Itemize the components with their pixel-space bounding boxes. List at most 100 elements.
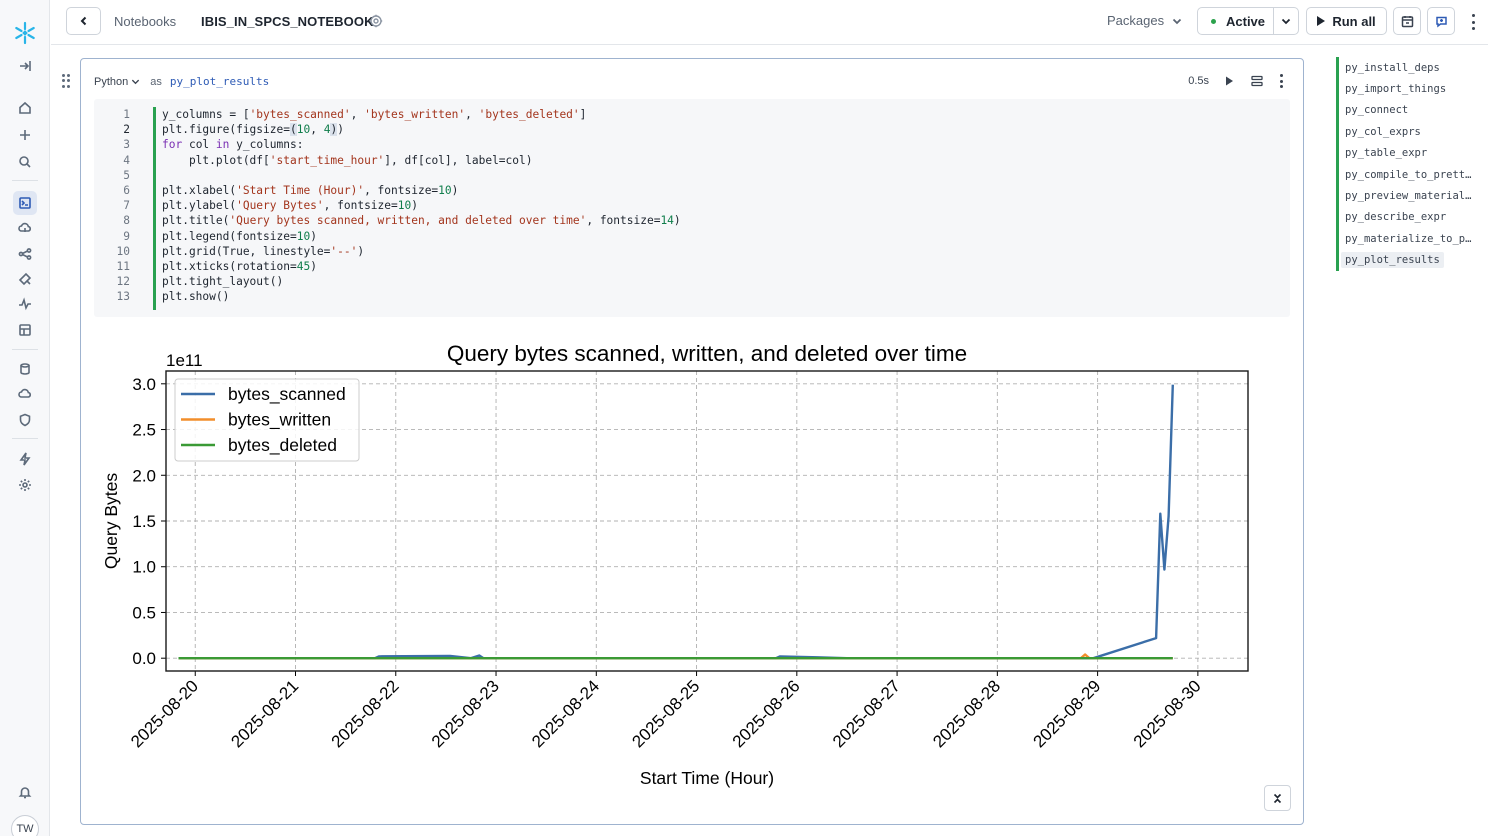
outline-item[interactable]: py_install_deps	[1336, 57, 1476, 79]
x-tick-label: 2025-08-27	[829, 676, 904, 751]
notebook-title: IBIS_IN_SPCS_NOTEBOOK	[201, 14, 374, 29]
y-axis-label: Query Bytes	[101, 473, 121, 570]
cell-language-dropdown[interactable]: Python	[94, 76, 140, 88]
breadcrumb-notebooks[interactable]: Notebooks	[114, 14, 177, 29]
plus-icon[interactable]	[13, 123, 37, 147]
home-icon[interactable]	[13, 96, 37, 120]
x-tick-label: 2025-08-26	[729, 676, 804, 751]
shield-icon[interactable]	[13, 408, 37, 432]
gear-icon[interactable]	[13, 473, 37, 497]
calendar-icon	[1401, 15, 1413, 27]
outline-item-label: py_import_things	[1345, 83, 1447, 96]
run-cell-button[interactable]	[1221, 73, 1237, 89]
governance-icon[interactable]	[13, 267, 37, 291]
run-all-label: Run all	[1332, 13, 1376, 29]
data-icon[interactable]	[13, 216, 37, 240]
x-tick-label: 2025-08-20	[127, 676, 202, 751]
session-status-label: Active	[1226, 13, 1266, 29]
search-icon[interactable]	[13, 150, 37, 174]
legend-label: bytes_deleted	[228, 435, 337, 456]
session-menu-button[interactable]	[1274, 8, 1298, 34]
x-tick-label: 2025-08-21	[227, 676, 302, 751]
stack-icon	[1251, 75, 1263, 87]
collapse-output-button[interactable]	[1264, 785, 1291, 811]
y-tick-label: 1.0	[132, 558, 156, 577]
x-tick-label: 2025-08-30	[1130, 676, 1205, 751]
cell-outline: py_install_deps py_import_things py_connec…	[1336, 57, 1476, 271]
legend-label: bytes_written	[228, 410, 331, 431]
snowflake-logo[interactable]	[13, 21, 37, 45]
cell-drag-handle-icon[interactable]	[62, 74, 70, 88]
outline-item-label: py_preview_materialized	[1345, 190, 1473, 203]
x-tick-label: 2025-08-22	[328, 676, 403, 751]
play-icon	[1226, 76, 1233, 86]
cell-header: Python as py_plot_results	[94, 75, 269, 88]
y-tick-label: 3.0	[132, 375, 156, 394]
y-tick-label: 1.5	[132, 512, 156, 531]
plot-frame	[165, 370, 1249, 672]
outline-item[interactable]: py_table_expr	[1336, 142, 1476, 164]
cell-as-label: as	[150, 75, 162, 88]
chevron-left-icon	[80, 16, 86, 26]
y-tick-label: 2.5	[132, 421, 156, 440]
code-editor[interactable]: 1 y_columns = ['bytes_scanned', 'bytes_wr…	[94, 99, 1290, 317]
ai-ml-icon[interactable]	[13, 242, 37, 266]
cell-output-toggle-button[interactable]	[1249, 73, 1265, 89]
assistant-button[interactable]	[1427, 7, 1455, 35]
cell-name[interactable]: py_plot_results	[169, 75, 270, 88]
expand-icon[interactable]	[13, 54, 37, 78]
packages-dropdown[interactable]: Packages	[1107, 13, 1182, 28]
back-button[interactable]	[66, 7, 101, 35]
x-axis-label: Start Time (Hour)	[640, 768, 774, 788]
outline-item[interactable]: py_preview_materialized	[1336, 185, 1476, 207]
session-status-button[interactable]: Active	[1198, 8, 1274, 34]
outline-item-label: py_connect	[1345, 104, 1409, 117]
run-all-button[interactable]: Run all	[1306, 7, 1387, 35]
top-bar: Notebooks IBIS_IN_SPCS_NOTEBOOK Packages…	[51, 0, 1488, 45]
x-tick-label: 2025-08-25	[628, 676, 703, 751]
outline-item[interactable]: py_col_exprs	[1336, 121, 1476, 143]
packages-label: Packages	[1107, 13, 1165, 28]
chat-sparkle-icon	[1435, 16, 1447, 28]
chevron-down-icon	[1172, 18, 1182, 24]
database-icon[interactable]	[13, 357, 37, 381]
x-tick-label: 2025-08-29	[1030, 676, 1105, 751]
outline-item-label: py_plot_results	[1341, 252, 1444, 269]
chevron-down-icon	[1281, 18, 1291, 25]
bell-icon[interactable]	[13, 780, 37, 804]
outline-item[interactable]: py_compile_to_pretty_sql	[1336, 163, 1476, 186]
legend-label: bytes_scanned	[228, 384, 346, 405]
notebook-settings-icon[interactable]	[369, 14, 383, 28]
user-avatar[interactable]: TW	[11, 815, 39, 836]
cell-language-label: Python	[94, 75, 129, 88]
cell-more-icon[interactable]	[1277, 74, 1285, 88]
left-nav-rail: TW	[0, 0, 50, 836]
chart-title: Query bytes scanned, written, and delete…	[447, 341, 967, 366]
x-tick-label: 2025-08-28	[929, 676, 1004, 751]
y-offset-label: 1e11	[166, 351, 203, 370]
code-lines: 1 y_columns = ['bytes_scanned', 'bytes_wr…	[116, 108, 681, 304]
monitoring-icon[interactable]	[13, 292, 37, 316]
outline-item-label: py_compile_to_pretty_sql	[1345, 168, 1473, 181]
schedule-button[interactable]	[1393, 7, 1421, 35]
bolt-icon[interactable]	[13, 447, 37, 471]
more-options-icon[interactable]	[1469, 12, 1477, 32]
outline-item[interactable]: py_describe_expr	[1336, 206, 1476, 229]
x-tick-label: 2025-08-24	[528, 676, 603, 751]
legend-box	[174, 378, 360, 462]
chevron-down-icon	[132, 79, 140, 85]
outline-item[interactable]: py_materialize_to_pandas	[1336, 228, 1476, 250]
outline-item[interactable]: py_plot_results	[1336, 249, 1476, 271]
cell-elapsed-time: 0.5s	[1188, 75, 1209, 87]
y-tick-label: 0.0	[132, 649, 156, 668]
marketplace-icon[interactable]	[13, 318, 37, 342]
outline-item[interactable]: py_import_things	[1336, 78, 1476, 100]
outline-item[interactable]: py_connect	[1336, 99, 1476, 122]
outline-item-label: py_install_deps	[1345, 61, 1440, 74]
admin-icon[interactable]	[13, 382, 37, 406]
projects-icon[interactable]	[13, 191, 37, 215]
outline-item-label: py_table_expr	[1345, 147, 1428, 160]
outline-item-label: py_col_exprs	[1345, 125, 1421, 138]
cell-status-bar	[153, 107, 156, 310]
